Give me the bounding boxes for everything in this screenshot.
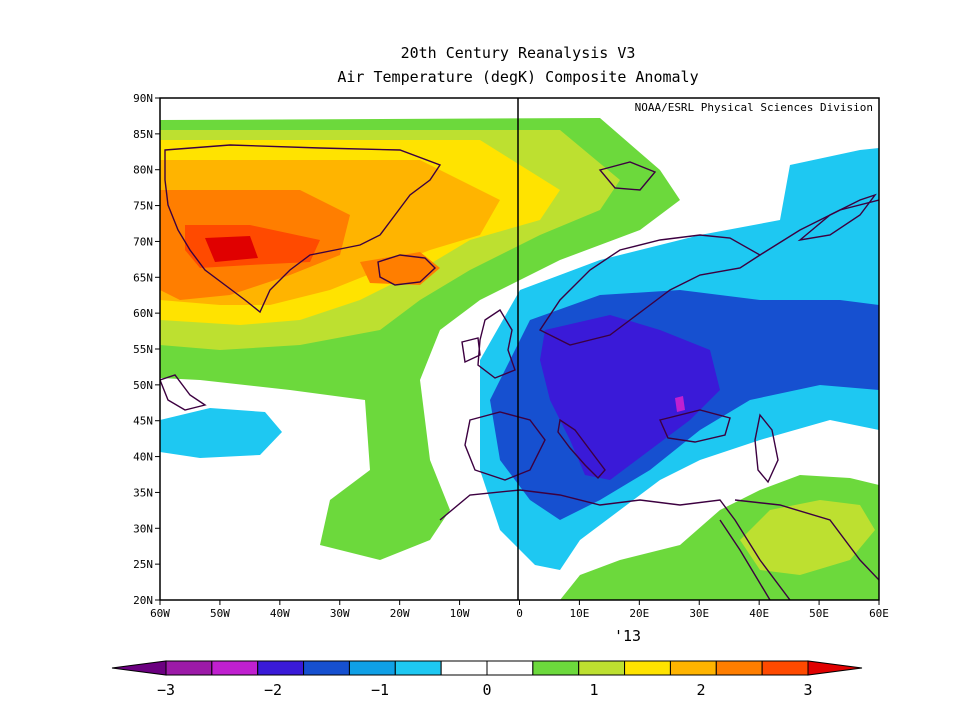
latitude-axis: 20N 25N 30N 35N 40N 45N 50N 55N 60N 65N 70N 75N 80N 8… [133, 92, 160, 607]
anomaly-cyan-west [160, 408, 282, 458]
colorbar-swatch [348, 660, 396, 676]
credit-label: NOAA/ESRL Physical Sciences Division [635, 101, 873, 114]
coastline-svalbard [598, 161, 657, 191]
colorbar-label: −3 [157, 681, 175, 699]
lon-tick-label: 60E [869, 607, 889, 620]
colorbar-right-arrow [807, 660, 863, 676]
lon-tick-label: 10E [569, 607, 589, 620]
coastline-ireland [461, 337, 481, 364]
lon-tick-label: 40E [749, 607, 769, 620]
colorbar-swatch [669, 660, 717, 676]
colorbar-label: −2 [264, 681, 282, 699]
coastline-red-sea [719, 519, 771, 600]
lat-tick-label: 50N [133, 379, 153, 392]
map-subtitle: Air Temperature (degK) Composite Anomaly [337, 68, 699, 86]
lon-tick-label: 40W [270, 607, 290, 620]
colorbar-label: 0 [482, 681, 491, 699]
period-label: '13 [614, 627, 641, 645]
lon-tick-label: 10W [450, 607, 470, 620]
colorbar-swatch [532, 660, 580, 676]
lat-tick-label: 65N [133, 271, 153, 284]
anomaly-fields [160, 118, 879, 600]
colorbar-swatch [440, 660, 488, 676]
lat-tick-label: 70N [133, 235, 153, 248]
colorbar-label: 3 [803, 681, 812, 699]
colorbar-swatch [257, 660, 305, 676]
coastline-russia-arctic [759, 199, 879, 256]
colorbar-swatch [761, 660, 809, 676]
lon-tick-label: 20E [629, 607, 649, 620]
coastline-black-sea [659, 409, 731, 443]
lat-tick-label: 30N [133, 522, 153, 535]
colorbar-swatch [165, 660, 213, 676]
lon-tick-label: 60W [150, 607, 170, 620]
lon-tick-label: 0 [516, 607, 523, 620]
lat-tick-label: 85N [133, 128, 153, 141]
colorbar-label: 2 [696, 681, 705, 699]
lat-tick-label: 55N [133, 343, 153, 356]
anomaly-magenta-europe [675, 396, 685, 412]
colorbar: −3 −2 −1 0 1 2 3 [111, 660, 863, 699]
colorbar-left-arrow [111, 660, 167, 676]
lon-tick-label: 30W [330, 607, 350, 620]
lon-tick-label: 50E [809, 607, 829, 620]
lat-tick-label: 20N [133, 594, 153, 607]
lat-tick-label: 75N [133, 200, 153, 213]
coastlines [160, 144, 879, 600]
coastline-greenland [164, 144, 442, 314]
lat-tick-label: 35N [133, 486, 153, 499]
coastline-novaya-zemlya [797, 193, 877, 242]
lat-tick-label: 25N [133, 558, 153, 571]
colorbar-swatch [578, 660, 626, 676]
colorbar-swatch [715, 660, 763, 676]
coastline-newfoundland [160, 374, 207, 411]
colorbar-swatch [303, 660, 350, 676]
coastline-scandinavia [538, 234, 762, 346]
colorbar-label: 1 [589, 681, 598, 699]
coastline-iberia [464, 411, 546, 481]
lat-tick-label: 90N [133, 92, 153, 105]
coastline-caspian [754, 413, 779, 484]
coastline-arabia [734, 499, 879, 581]
anomaly-deepred-north [205, 236, 258, 262]
colorbar-swatch [486, 660, 534, 676]
anomaly-indigo-europe [540, 315, 720, 480]
coastline-iceland [377, 254, 437, 286]
colorbar-swatch [624, 660, 671, 676]
colorbar-label: −1 [371, 681, 389, 699]
coastline-italy [557, 418, 606, 480]
lat-tick-label: 40N [133, 451, 153, 464]
colorbar-swatch [211, 660, 259, 676]
longitude-axis: 60W 50W 40W 30W 20W 10W 0 10E 20E 30E 40E 50E 60E [150, 600, 889, 620]
lon-tick-label: 30E [689, 607, 709, 620]
anomaly-yellowgreen-mideast [740, 500, 875, 575]
lon-tick-label: 20W [390, 607, 410, 620]
lon-tick-label: 50W [210, 607, 230, 620]
lat-tick-label: 45N [133, 415, 153, 428]
colorbar-swatch [394, 660, 442, 676]
lat-tick-label: 60N [133, 307, 153, 320]
lat-tick-label: 80N [133, 164, 153, 177]
map-title: 20th Century Reanalysis V3 [400, 44, 636, 62]
coastline-north-africa [439, 489, 791, 600]
